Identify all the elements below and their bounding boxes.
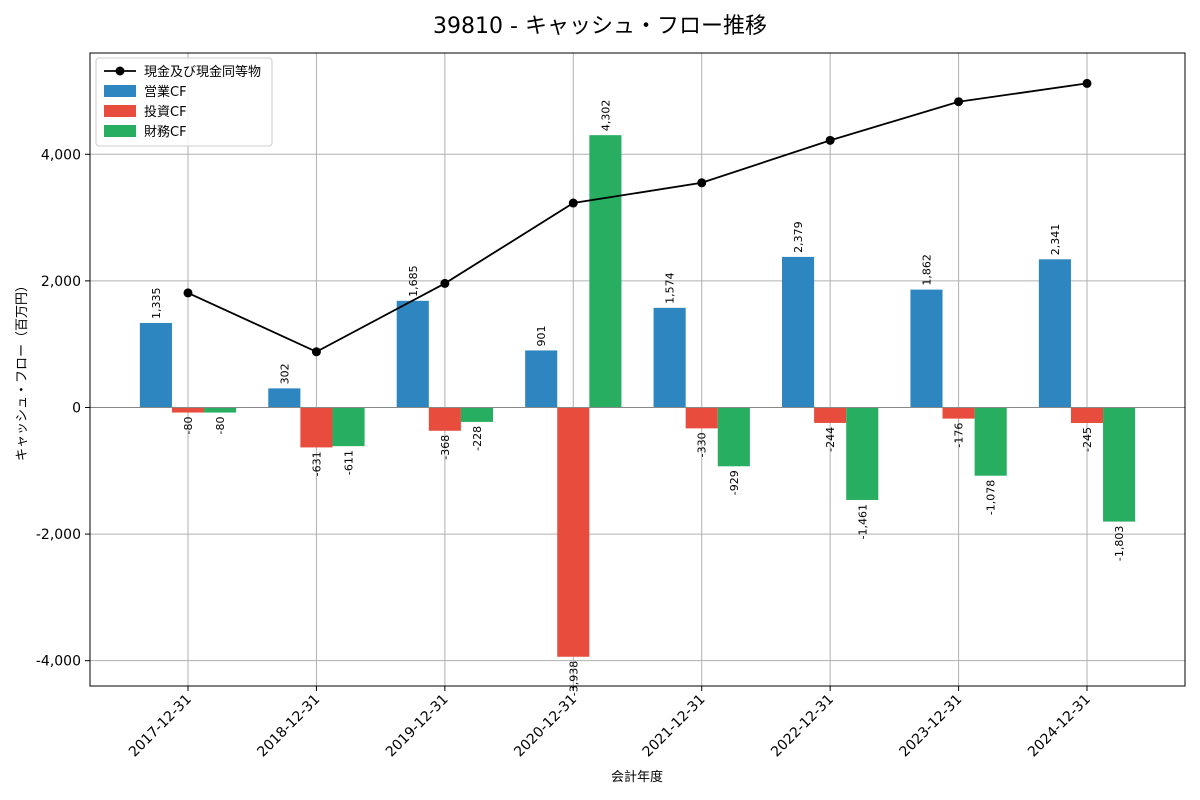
x-tick-label: 2021-12-31 xyxy=(640,692,709,761)
data-label-営業CF: 1,685 xyxy=(407,265,420,297)
legend-label: 現金及び現金同等物 xyxy=(144,64,261,80)
y-tick-label: 0 xyxy=(72,400,81,416)
bar-営業CF xyxy=(139,322,172,408)
x-tick-label: 2018-12-31 xyxy=(254,692,323,761)
plot-frame xyxy=(89,52,1186,687)
legend-marker-swatch xyxy=(115,66,125,76)
cash-equivalents-point xyxy=(311,347,321,357)
bar-営業CF xyxy=(1038,259,1071,408)
data-label-財務CF: -611 xyxy=(343,450,356,475)
y-axis-label: キャッシュ・フロー（百万円） xyxy=(15,279,30,461)
bar-投資CF xyxy=(557,407,590,657)
bar-投資CF xyxy=(1070,407,1104,423)
bar-投資CF xyxy=(171,407,205,413)
cash-equivalents-point xyxy=(1082,78,1092,88)
data-label-営業CF: 1,862 xyxy=(920,254,933,286)
cash-equivalents-point xyxy=(954,97,964,107)
x-tick-label: 2022-12-31 xyxy=(768,692,837,761)
x-tick-label: 2023-12-31 xyxy=(897,692,966,761)
legend-swatch-営業CF xyxy=(104,85,136,97)
y-tick-label: 4,000 xyxy=(41,147,81,163)
bar-財務CF xyxy=(846,407,879,500)
y-axis-ticks: -4,000 -2,000 0 2,000 4,000 xyxy=(36,147,90,670)
data-label-投資CF: -244 xyxy=(824,427,837,452)
y-tick-label: -2,000 xyxy=(36,527,81,543)
chart-title: 39810 - キャッシュ・フロー推移 xyxy=(433,14,767,39)
legend-swatch-財務CF xyxy=(104,125,136,137)
data-label-営業CF: 302 xyxy=(278,363,291,384)
bar-投資CF xyxy=(942,407,975,419)
cash-equivalents-point xyxy=(825,135,835,145)
bars-layer xyxy=(139,135,1136,657)
bar-投資CF xyxy=(428,407,461,431)
bar-財務CF xyxy=(204,407,237,413)
x-tick-label: 2024-12-31 xyxy=(1025,692,1094,761)
data-label-投資CF: -245 xyxy=(1081,427,1094,452)
legend-swatch-投資CF xyxy=(104,105,136,117)
data-label-営業CF: 2,379 xyxy=(792,221,805,253)
bar-営業CF xyxy=(396,300,429,408)
y-tick-label: -4,000 xyxy=(36,654,81,670)
x-axis-ticks: 2017-12-31 2018-12-31 2019-12-31 2020-12-31… xyxy=(126,686,1094,760)
data-label-投資CF: -176 xyxy=(953,423,966,448)
bar-財務CF xyxy=(460,407,494,422)
data-label-財務CF: -1,078 xyxy=(985,480,998,515)
data-label-営業CF: 901 xyxy=(535,325,548,346)
bar-営業CF xyxy=(653,307,686,408)
cash-equivalents-point xyxy=(440,278,450,288)
bar-投資CF xyxy=(814,407,847,423)
data-label-財務CF: -80 xyxy=(214,417,227,435)
cash-equivalents-line xyxy=(187,82,1088,353)
bar-営業CF xyxy=(268,388,301,408)
cash-equivalents-point xyxy=(697,178,707,188)
data-label-投資CF: -368 xyxy=(439,435,452,460)
cash-line-layer xyxy=(183,78,1092,357)
x-tick-label: 2020-12-31 xyxy=(511,692,580,761)
data-label-財務CF: -1,803 xyxy=(1113,526,1126,561)
cash-equivalents-point xyxy=(568,198,578,208)
bar-財務CF xyxy=(332,407,365,447)
bar-営業CF xyxy=(525,350,558,408)
bar-財務CF xyxy=(717,407,750,467)
data-label-営業CF: 2,341 xyxy=(1049,224,1062,256)
data-label-財務CF: -228 xyxy=(471,426,484,451)
x-axis-label: 会計年度 xyxy=(611,769,663,785)
legend-label: 営業CF xyxy=(144,84,187,100)
bar-財務CF xyxy=(974,407,1007,476)
y-tick-label: 2,000 xyxy=(41,274,81,290)
bar-財務CF xyxy=(589,135,622,408)
data-label-営業CF: 1,335 xyxy=(150,287,163,319)
legend-label: 財務CF xyxy=(144,125,187,140)
x-tick-label: 2019-12-31 xyxy=(383,692,452,761)
data-label-投資CF: -3,938 xyxy=(567,661,580,696)
data-label-財務CF: -929 xyxy=(728,470,741,495)
bar-投資CF xyxy=(300,407,333,448)
data-label-財務CF: 4,302 xyxy=(599,100,612,132)
data-labels-layer: 1,335 302 1,685 901 1,574 2,379 1,862 2,341 -80 -… xyxy=(150,100,1126,697)
legend-box xyxy=(95,57,273,147)
cash-equivalents-point xyxy=(183,288,193,298)
data-label-営業CF: 1,574 xyxy=(664,272,677,304)
x-tick-label: 2017-12-31 xyxy=(126,692,195,761)
data-label-財務CF: -1,461 xyxy=(856,504,869,539)
data-label-投資CF: -80 xyxy=(182,417,195,435)
legend-label: 投資CF xyxy=(144,104,187,120)
data-label-投資CF: -631 xyxy=(310,451,323,476)
bar-営業CF xyxy=(782,256,815,408)
bar-財務CF xyxy=(1103,407,1136,522)
data-label-投資CF: -330 xyxy=(696,432,709,457)
grid-lines xyxy=(90,53,1185,686)
bar-営業CF xyxy=(910,289,943,408)
bar-投資CF xyxy=(685,407,718,429)
